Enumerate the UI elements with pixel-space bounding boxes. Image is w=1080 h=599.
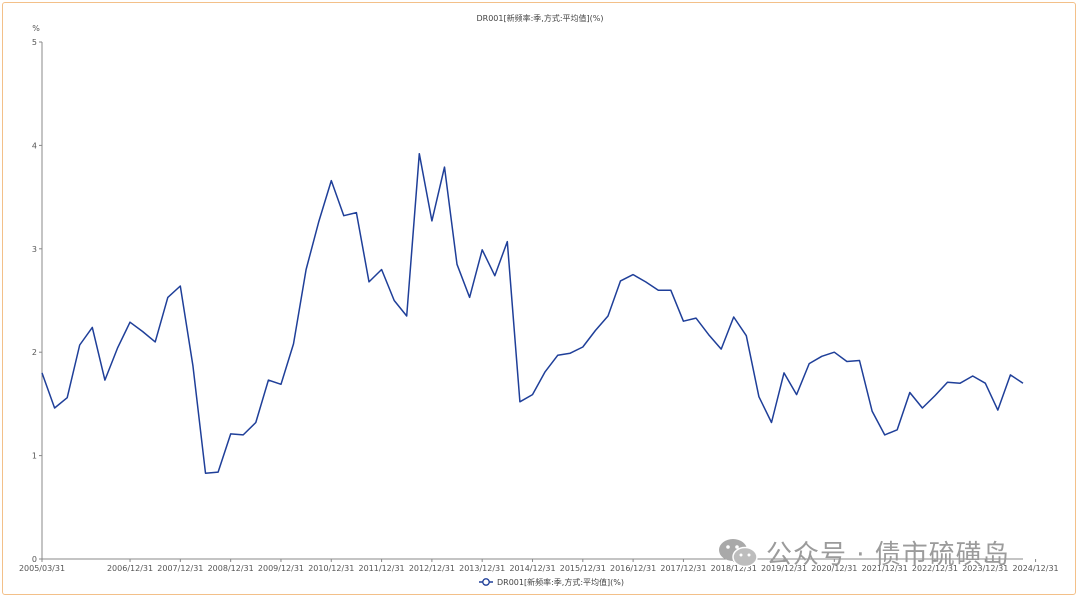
x-tick-label: 2015/12/31: [560, 564, 606, 573]
x-tick-label: 2017/12/31: [660, 564, 706, 573]
x-tick-label: 2006/12/31: [107, 564, 153, 573]
y-tick-label: 1: [32, 452, 37, 461]
x-tick-label: 2022/12/31: [912, 564, 958, 573]
legend-swatch-marker: [482, 578, 490, 586]
x-tick-label: 2023/12/31: [962, 564, 1008, 573]
y-axis-unit-label: %: [32, 24, 40, 33]
legend-label: DR001[新频率:季,方式:平均值](%): [497, 577, 624, 587]
y-tick-label: 0: [32, 555, 37, 564]
x-tick-label: 2011/12/31: [359, 564, 405, 573]
y-tick-label: 4: [32, 141, 37, 150]
x-tick-label: 2014/12/31: [509, 564, 555, 573]
x-tick-label: 2009/12/31: [258, 564, 304, 573]
x-tick-label: 2008/12/31: [208, 564, 254, 573]
y-tick-label: 2: [32, 348, 37, 357]
x-axis-ticks: 2005/03/31 2006/12/31 2007/12/31 2008/12/31…: [19, 559, 1059, 573]
x-tick-label: 2021/12/31: [862, 564, 908, 573]
wechat-icon: [717, 536, 761, 574]
legend[interactable]: DR001[新频率:季,方式:平均值](%): [479, 577, 624, 587]
x-tick-label: 2007/12/31: [157, 564, 203, 573]
series-line: [41, 152, 1024, 474]
y-tick-label: 3: [32, 245, 37, 254]
chart-title: DR001[新频率:季,方式:平均值](%): [476, 13, 603, 23]
x-tick-label: 2005/03/31: [19, 564, 65, 573]
x-tick-label: 2019/12/31: [761, 564, 807, 573]
x-tick-label: 2010/12/31: [308, 564, 354, 573]
x-tick-label: 2018/12/31: [711, 564, 757, 573]
y-tick-label: 5: [32, 38, 37, 47]
series-group: [41, 152, 1024, 474]
x-tick-label: 2012/12/31: [409, 564, 455, 573]
x-tick-label: 2024/12/31: [1013, 564, 1059, 573]
y-axis-ticks: 0 1 2 3 4 5: [32, 38, 42, 564]
watermark-text: 公众号 · 债市硫磺岛: [766, 540, 1010, 570]
axes: [41, 42, 1023, 560]
x-tick-label: 2020/12/31: [811, 564, 857, 573]
x-tick-label: 2016/12/31: [610, 564, 656, 573]
x-tick-label: 2013/12/31: [459, 564, 505, 573]
